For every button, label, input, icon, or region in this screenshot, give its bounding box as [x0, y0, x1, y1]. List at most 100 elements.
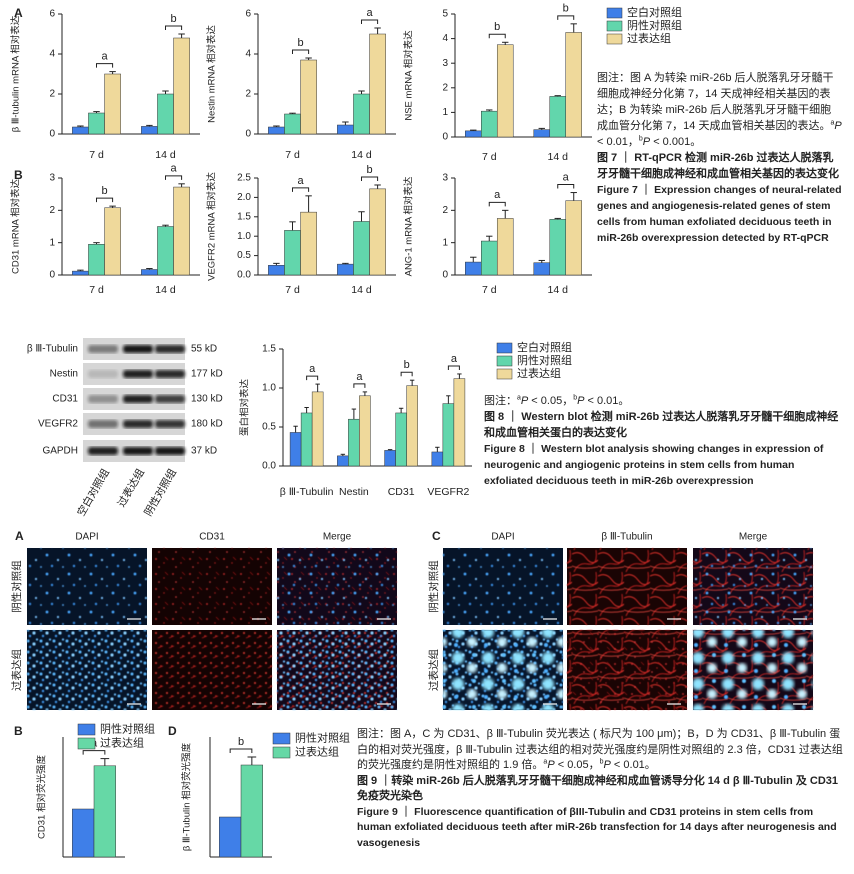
bar [173, 186, 190, 276]
y-tick-label: 0 [49, 129, 55, 140]
bar [431, 451, 444, 467]
x-tick-label: 14 d [548, 284, 569, 296]
x-tick-label: 14 d [155, 149, 176, 161]
size-label: 55 kD [191, 344, 217, 355]
protein-label: CD31 [52, 394, 78, 405]
x-tick-label: 14 d [155, 284, 176, 296]
y-tick-label: 0.0 [262, 461, 276, 472]
y-tick-label: 2.0 [237, 192, 251, 203]
legend-swatch [272, 732, 291, 745]
y-tick-label: 2 [49, 205, 55, 216]
bar [353, 93, 370, 135]
fig7-caption: 图注：图 A 为转染 miR-26b 后人脱落乳牙牙髓干细胞成神经分化第 7，1… [597, 70, 842, 246]
bar [337, 455, 349, 467]
size-label: 37 kD [191, 446, 217, 457]
protein-label: β Ⅲ-Tubulin [27, 344, 78, 355]
significance-label: a [451, 353, 458, 365]
significance-bracket [96, 197, 114, 203]
significance-bracket [165, 175, 183, 180]
bar [219, 816, 242, 858]
x-tick-label: 7 d [89, 284, 104, 296]
x-tick-label: 14 d [351, 284, 372, 296]
y-axis-label: β Ⅲ-Tubulin 相对荧光强度 [181, 742, 193, 851]
bar [104, 207, 121, 276]
y-tick-label: 3 [442, 173, 448, 184]
fig9-note: 图注：图 A，C 为 CD31、β Ⅲ-Tubulin 荧光表达 ( 标尺为 1… [357, 727, 844, 774]
y-tick-label: 4 [442, 33, 448, 44]
y-axis-label: β Ⅲ-tubulin mRNA 相对表达 [10, 15, 22, 132]
x-tick-label: 14 d [351, 149, 372, 161]
significance-label: b [494, 21, 500, 33]
blot-band [155, 370, 185, 378]
bar [359, 395, 371, 467]
significance-label: a [101, 51, 108, 63]
bar [141, 269, 158, 276]
bar [565, 32, 582, 138]
bar [311, 391, 324, 467]
bar [395, 412, 407, 467]
blot-band [88, 447, 118, 455]
y-tick-label: 0 [442, 270, 448, 281]
legend-label: 阴性对照组 [295, 730, 350, 744]
fig7-note: 图注：图 A 为转染 miR-26b 后人脱落乳牙牙髓干细胞成神经分化第 7，1… [597, 70, 842, 150]
bar [104, 73, 121, 135]
note-text: < 0.05， [554, 759, 600, 771]
y-axis-label: 蛋白相对表达 [239, 379, 251, 437]
y-tick-label: 4 [245, 49, 251, 60]
micrograph-signal [443, 548, 563, 625]
significance-bracket [165, 25, 183, 30]
y-tick-label: 2 [245, 89, 251, 100]
significance-bracket [96, 63, 114, 68]
panel-label: A [14, 6, 23, 20]
note-p: P [547, 759, 555, 771]
significance-bracket [488, 33, 506, 39]
lane-label: 过表达组 [115, 466, 148, 509]
size-label: 130 kD [191, 394, 223, 405]
bar [240, 764, 263, 858]
column-header: β Ⅲ-Tubulin [601, 532, 652, 543]
significance-label: b [170, 13, 176, 25]
row-label: 阴性对照组 [427, 560, 440, 613]
bar [93, 765, 116, 858]
note-sup: b [599, 758, 604, 766]
row-label: 过表达组 [427, 649, 440, 691]
micrograph-signal [152, 630, 272, 710]
y-axis-label: NSE mRNA 相对表达 [403, 30, 415, 121]
y-tick-label: 2 [442, 205, 448, 216]
significance-bracket [82, 750, 106, 755]
fig9-caption: 图注：图 A，C 为 CD31、β Ⅲ-Tubulin 荧光表达 ( 标尺为 1… [357, 727, 844, 851]
y-tick-label: 0.0 [237, 270, 251, 281]
significance-bracket [447, 365, 460, 370]
y-tick-label: 1.0 [262, 383, 276, 394]
column-header: CD31 [199, 532, 225, 543]
note-p: P [577, 395, 585, 407]
lane-label: 空白对照组 [74, 466, 112, 518]
bar [481, 110, 498, 138]
y-tick-label: 5 [442, 9, 448, 20]
fig9-title-en: Figure 9 ｜ Fluorescence quantification o… [357, 805, 837, 849]
row-label: 过表达组 [10, 649, 23, 691]
significance-bracket [361, 19, 379, 24]
fig7-title-en: Figure 7 ｜ Expression changes of neural-… [597, 184, 842, 244]
x-tick-label: Nestin [339, 486, 369, 498]
y-axis-label: VEGFR2 mRNA 相对表达 [206, 172, 218, 281]
significance-label: b [563, 3, 569, 15]
significance-bracket [292, 49, 310, 54]
significance-bracket [361, 176, 379, 181]
blot-band [123, 395, 153, 403]
bar [72, 270, 89, 276]
fig9-title-zh: 图 9 ｜转染 miR-26b 后人脱落乳牙牙髓干细胞成神经和成血管诱导分化 1… [357, 774, 839, 803]
micrograph-signal [693, 630, 813, 710]
bar [406, 385, 418, 467]
blot-band [155, 447, 185, 455]
legend-swatch [496, 355, 513, 367]
x-tick-label: 7 d [482, 284, 497, 296]
bar [157, 226, 174, 276]
micrograph-signal [443, 630, 563, 710]
size-label: 177 kD [191, 369, 223, 380]
y-tick-label: 0.5 [237, 250, 251, 261]
legend-swatch [606, 33, 623, 45]
x-tick-label: 7 d [285, 149, 300, 161]
note-p: P [642, 136, 651, 148]
